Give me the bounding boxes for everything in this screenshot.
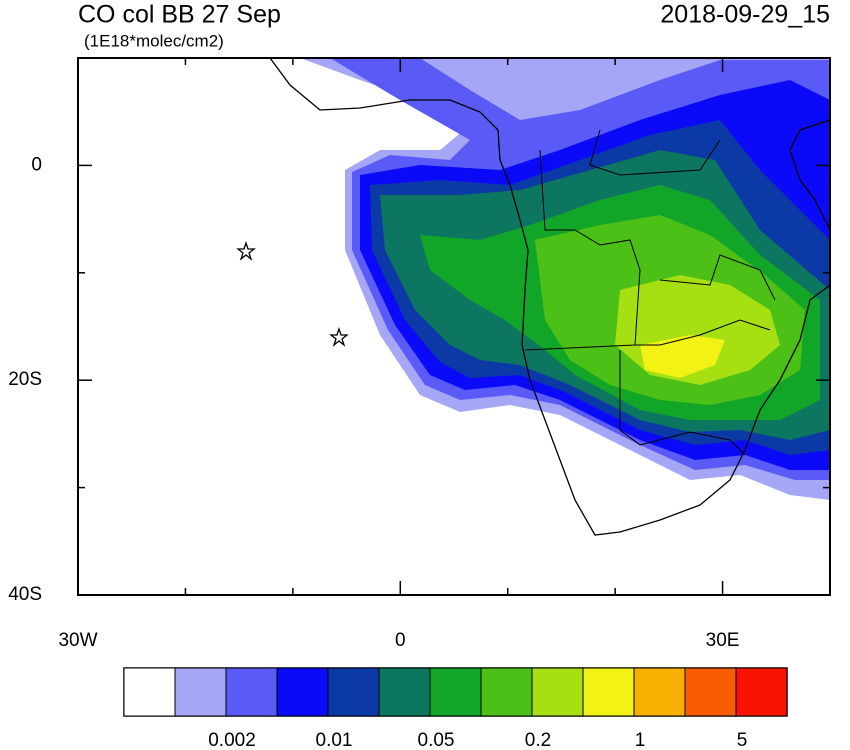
colorbar-box (378, 667, 431, 717)
colorbar-box (174, 667, 227, 717)
colorbar-label: 5 (737, 730, 748, 750)
colorbar-box (582, 667, 635, 717)
colorbar-box (123, 667, 176, 717)
field (269, 58, 830, 536)
borders (524, 129, 776, 456)
colorbar-label: 0.05 (418, 730, 455, 750)
map-frame (77, 57, 831, 596)
colorbar-box (480, 667, 533, 717)
tick-label: 30E (706, 630, 740, 651)
colorbar-box (225, 667, 278, 717)
colorbar-box (531, 667, 584, 717)
colorbar-label: 0.2 (525, 730, 551, 750)
tick-label: 0 (395, 630, 406, 651)
colorbar-box (327, 667, 380, 717)
coastline (269, 58, 830, 536)
title: CO col BB 27 Sep (78, 1, 281, 29)
colorbar-box (633, 667, 686, 717)
colorbar-label: 1 (635, 730, 646, 750)
plume (640, 335, 725, 378)
colorbar-box (276, 667, 329, 717)
colorbar-box (735, 667, 788, 717)
tick-label: 30W (58, 630, 97, 651)
timestamp: 2018-09-29_15 (660, 1, 830, 29)
colorbar-label: 0.01 (316, 730, 353, 750)
colorbar-box (684, 667, 737, 717)
colorbar-box (429, 667, 482, 717)
tick-label: 0 (31, 154, 42, 175)
colorbar-label: 0.002 (208, 730, 256, 750)
star (236, 240, 256, 261)
tick-label: 20S (8, 369, 42, 390)
units: (1E18*molec/cm2) (84, 31, 224, 50)
star (329, 326, 349, 347)
tick-label: 40S (8, 584, 42, 605)
